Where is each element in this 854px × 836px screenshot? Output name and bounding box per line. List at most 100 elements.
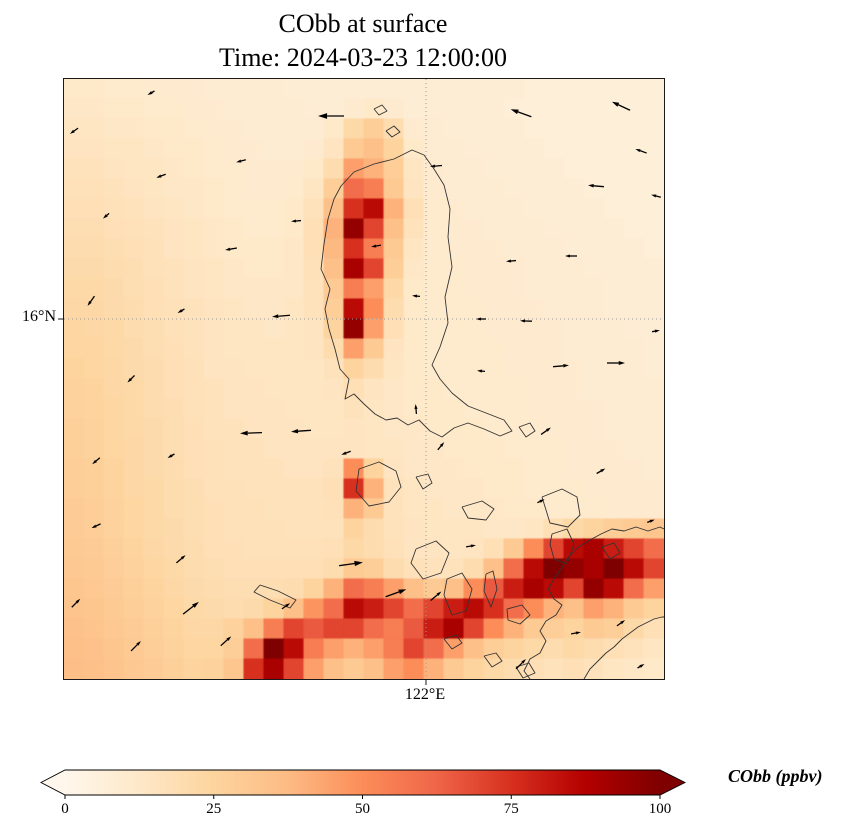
quiver-arrow-shaft: [175, 557, 183, 564]
quiver-arrow-head: [620, 620, 626, 625]
quiver-arrow-shaft: [517, 111, 532, 118]
quiver-arrow-head: [520, 319, 526, 323]
coastline-path: [549, 528, 575, 565]
quiver-arrow-head: [180, 555, 186, 560]
quiver-arrow-head: [639, 664, 645, 668]
quiver-arrow-head: [414, 404, 418, 410]
quiver-arrow-shaft: [593, 185, 605, 188]
quiver-arrow-head: [565, 254, 570, 258]
quiver-arrow-head: [156, 174, 162, 178]
quiver-arrow-shaft: [240, 159, 246, 162]
colorbar-tick-label: 0: [61, 801, 69, 817]
quiver-arrow-head: [291, 429, 299, 434]
quiver-arrow-shaft: [95, 523, 101, 527]
quiver-arrow-shaft: [181, 308, 185, 312]
quiver-arrow-shaft: [465, 545, 472, 548]
quiver-arrow-shaft: [375, 244, 382, 247]
colorbar-tick-label: 25: [206, 801, 222, 817]
coastline-path: [523, 526, 665, 680]
quiver-arrow-shaft: [182, 605, 194, 615]
quiver-arrow-shaft: [596, 470, 602, 475]
map-plot: [58, 78, 665, 685]
quiver-arrow-head: [477, 369, 483, 373]
quiver-arrow-head: [575, 631, 581, 635]
quiver-arrow-head: [506, 259, 512, 263]
heatmap-canvas: [64, 79, 664, 679]
quiver-arrow-shaft: [106, 212, 110, 216]
coastline-path: [541, 488, 581, 528]
quiver-arrow-head: [285, 603, 291, 608]
coastline-path: [518, 422, 536, 438]
quiver-arrow-head: [177, 309, 183, 313]
quiver-arrow-shaft: [618, 104, 631, 111]
quiver-arrow-head: [412, 294, 418, 298]
colorbar-tick-label: 100: [648, 801, 672, 817]
quiver-arrow-head: [92, 459, 97, 465]
quiver-arrow-head: [318, 113, 328, 119]
quiver-arrow-head: [341, 451, 347, 455]
quiver-arrow-shaft: [655, 195, 661, 198]
quiver-arrow-head: [136, 641, 141, 646]
quiver-arrow-head: [545, 427, 551, 432]
quiver-arrow-head: [521, 659, 526, 664]
quiver-arrow-head: [91, 524, 97, 529]
quiver-arrow-shaft: [540, 429, 548, 435]
quiver-arrow-shaft: [430, 594, 438, 601]
quiver-arrow-shaft: [297, 429, 312, 432]
quiver-arrow-shaft: [639, 150, 647, 154]
quiver-arrow-shaft: [130, 375, 135, 380]
quiver-arrow-shaft: [151, 90, 155, 94]
quiver-arrow-shaft: [229, 247, 238, 250]
coastline-path: [515, 662, 536, 679]
quiver-arrow-head: [398, 589, 407, 595]
colorbar-tick-marks: [64, 795, 661, 799]
quiver-arrow-head: [436, 591, 442, 596]
quiver-arrow-shaft: [89, 295, 95, 303]
y-tick-label: 16°N: [22, 308, 56, 325]
coastline-path: [373, 104, 388, 116]
quiver-arrow-shaft: [552, 365, 564, 368]
quiver-arrow-head: [470, 544, 476, 548]
quiver-arrow-shaft: [537, 500, 541, 504]
quiver-arrow-head: [240, 430, 248, 436]
quiver-arrow-shaft: [339, 562, 355, 567]
quiver-arrow-head: [439, 442, 445, 447]
coastline-path: [415, 473, 433, 490]
quiver-arrow-shaft: [281, 605, 287, 610]
quiver-arrow-head: [167, 454, 173, 458]
quiver-arrow-shaft: [637, 665, 641, 669]
coastline-path: [506, 604, 531, 625]
quiver-arrow-head: [225, 247, 231, 251]
quiver-arrow-head: [371, 244, 377, 248]
plot-title: CObb at surface: [278, 9, 448, 38]
quiver-arrow-head: [649, 519, 655, 523]
map-overlay: [58, 79, 665, 685]
quiver-arrow-head: [588, 184, 594, 188]
quiver-arrow-head: [226, 636, 232, 641]
quiver-arrow-head: [600, 468, 606, 473]
plot-subtitle: Time: 2024-03-23 12:00:00: [219, 43, 507, 72]
axis-ticks: [58, 318, 427, 685]
quiver-arrow-shaft: [570, 632, 577, 635]
coastline-path: [483, 652, 503, 668]
quiver-arrow-head: [75, 598, 81, 604]
coastline-path: [320, 149, 513, 438]
quiver-arrow-head: [236, 159, 242, 163]
colorbar-bar: [40, 769, 687, 796]
quiver-arrow-shaft: [647, 520, 651, 523]
quiver-arrow-head: [635, 148, 641, 153]
quiver-arrow-head: [127, 377, 133, 383]
coastline-path: [483, 570, 498, 608]
quiver-arrow-shaft: [651, 330, 656, 333]
quiver-arrow-head: [272, 314, 279, 319]
coastlines: [253, 104, 665, 680]
gridlines: [64, 79, 664, 679]
quiver-arrow-head: [430, 164, 436, 168]
quiver-arrow-shaft: [434, 164, 443, 167]
quiver-arrow-shaft: [515, 662, 523, 670]
quiver-arrow-shaft: [616, 622, 622, 627]
quiver-arrow-shaft: [220, 639, 228, 647]
quiver-arrow-head: [192, 601, 199, 608]
quiver-arrow-head: [476, 317, 481, 321]
